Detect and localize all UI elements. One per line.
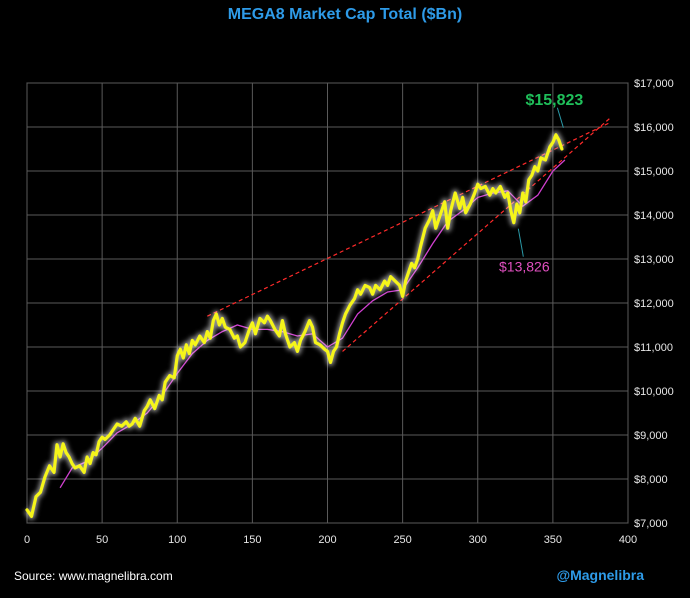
y-tick-label: $10,000 bbox=[634, 386, 674, 398]
high-annotation-connector bbox=[556, 107, 564, 128]
y-tick-label: $13,000 bbox=[634, 254, 674, 266]
y-axis-ticks: $7,000 $8,000 $9,000 $10,000 $11,000 $12,000 $… bbox=[634, 78, 674, 530]
x-tick-label: 200 bbox=[318, 534, 336, 546]
source-label: Source: www.magnelibra.com bbox=[14, 569, 173, 583]
x-tick-label: 150 bbox=[243, 534, 261, 546]
brand-handle: @Magnelibra bbox=[556, 567, 644, 583]
y-tick-label: $8,000 bbox=[634, 474, 668, 486]
x-tick-label: 300 bbox=[469, 534, 487, 546]
y-tick-label: $11,000 bbox=[634, 342, 673, 354]
x-axis-ticks: 0 50 100 150 200 250 300 350 400 bbox=[24, 534, 637, 546]
x-tick-label: 350 bbox=[544, 534, 562, 546]
x-tick-label: 0 bbox=[24, 534, 30, 546]
x-tick-label: 50 bbox=[96, 534, 108, 546]
y-tick-label: $7,000 bbox=[634, 518, 668, 530]
y-tick-label: $17,000 bbox=[634, 78, 674, 90]
chart-title: MEGA8 Market Cap Total ($Bn) bbox=[227, 6, 463, 23]
y-tick-label: $14,000 bbox=[634, 210, 674, 222]
x-tick-label: 100 bbox=[168, 534, 186, 546]
lower-trendline bbox=[342, 117, 611, 352]
low-value-label: $13,826 bbox=[499, 259, 550, 275]
x-tick-label: 250 bbox=[393, 534, 411, 546]
y-tick-label: $9,000 bbox=[634, 430, 668, 442]
y-tick-label: $16,000 bbox=[634, 122, 674, 134]
market-cap-series bbox=[24, 131, 566, 520]
annotations: $15,823 $13,826 bbox=[499, 92, 583, 275]
grid-lines bbox=[26, 82, 629, 524]
x-tick-label: 400 bbox=[619, 534, 637, 546]
y-tick-label: $12,000 bbox=[634, 298, 674, 310]
market-cap-line bbox=[25, 133, 564, 519]
low-annotation-connector bbox=[517, 228, 524, 257]
high-value-label: $15,823 bbox=[525, 92, 583, 109]
y-tick-label: $15,000 bbox=[634, 166, 674, 178]
